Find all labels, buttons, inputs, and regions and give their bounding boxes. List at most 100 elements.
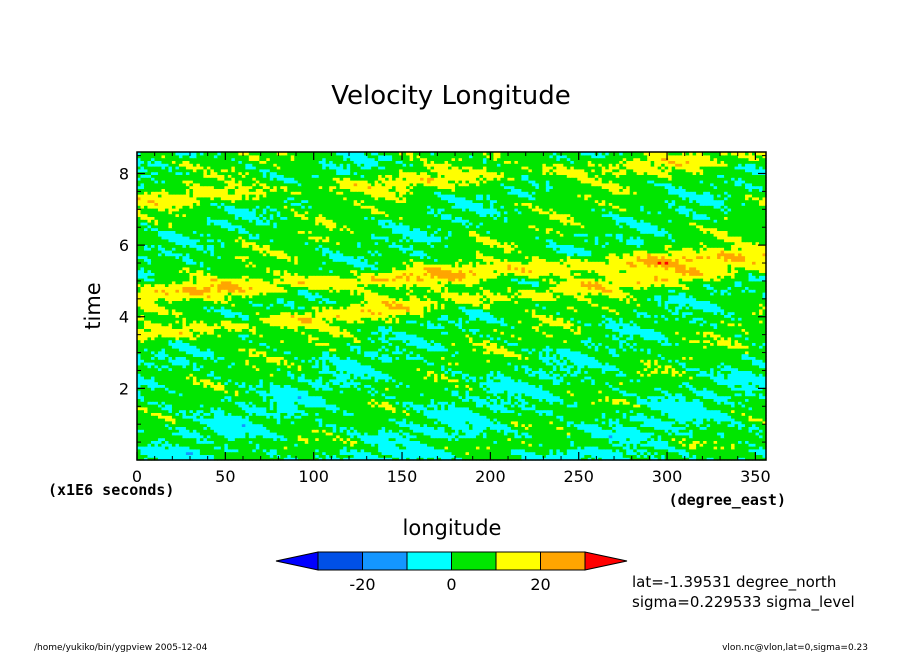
heatmap-cell <box>259 443 264 447</box>
heatmap-cell <box>164 443 170 447</box>
heatmap-cell <box>437 432 442 436</box>
heatmap-cell <box>444 446 449 450</box>
heatmap-cell <box>493 443 498 447</box>
heatmap-cell <box>182 398 187 402</box>
heatmap-cell <box>528 398 533 402</box>
heatmap-cell <box>685 390 690 394</box>
heatmap-cell <box>175 423 180 427</box>
heatmap-cell <box>137 412 142 416</box>
heatmap-cell <box>248 415 253 419</box>
heatmap-cell <box>493 401 498 405</box>
heatmap-cell <box>273 446 278 450</box>
heatmap-cell <box>227 404 232 408</box>
heatmap-cell <box>241 384 246 388</box>
heatmap-cell <box>297 443 302 447</box>
heatmap-cell <box>287 395 292 399</box>
heatmap-cell <box>140 415 145 419</box>
heatmap-cell <box>350 434 355 439</box>
heatmap-cell <box>633 395 638 399</box>
heatmap-cell <box>720 406 725 411</box>
heatmap-cell <box>619 457 624 461</box>
heatmap-cell <box>608 429 613 433</box>
heatmap-cell <box>434 404 439 408</box>
heatmap-cell <box>461 451 467 455</box>
heatmap-cell <box>245 395 250 399</box>
heatmap-cell <box>643 395 648 399</box>
heatmap-cell <box>643 387 648 391</box>
heatmap-cell <box>434 457 439 461</box>
heatmap-cell <box>507 395 512 399</box>
heatmap-cell <box>395 412 400 416</box>
heatmap-cell <box>542 432 547 436</box>
heatmap-cell <box>294 446 299 450</box>
heatmap-cell <box>493 434 498 439</box>
heatmap-cell <box>434 434 439 439</box>
heatmap-cell <box>143 409 149 413</box>
heatmap-cell <box>514 423 519 427</box>
heatmap-cell <box>598 412 603 416</box>
heatmap-cell <box>745 448 750 453</box>
heatmap-cell <box>482 423 488 427</box>
heatmap-cell <box>427 423 432 427</box>
heatmap-cell <box>755 384 760 388</box>
heatmap-cell <box>252 390 257 394</box>
heatmap-cell <box>430 384 435 388</box>
heatmap-cell <box>224 418 229 422</box>
heatmap-cell <box>724 398 729 402</box>
heatmap-cell <box>566 454 571 458</box>
heatmap-cell <box>329 406 334 411</box>
heatmap-cell <box>164 412 170 416</box>
heatmap-cell <box>762 409 767 413</box>
heatmap-cell <box>587 406 592 411</box>
heatmap-cell <box>308 457 313 461</box>
heatmap-cell <box>441 432 446 436</box>
heatmap-cell <box>717 392 722 397</box>
heatmap-cell <box>689 415 694 419</box>
heatmap-cell <box>717 437 722 441</box>
heatmap-cell <box>640 401 645 405</box>
heatmap-cell <box>406 412 411 416</box>
heatmap-cell <box>280 432 285 436</box>
heatmap-cell <box>227 434 232 439</box>
heatmap-cell <box>731 387 736 391</box>
heatmap-cell <box>178 440 184 444</box>
heatmap-cell <box>675 426 680 430</box>
heatmap-cell <box>248 440 253 444</box>
heatmap-cell <box>521 384 526 388</box>
heatmap-cell <box>336 381 341 385</box>
heatmap-cell <box>496 443 502 447</box>
heatmap-cell <box>633 392 638 397</box>
heatmap-cell <box>154 398 159 402</box>
heatmap-cell <box>364 448 369 453</box>
heatmap-cell <box>465 446 470 450</box>
heatmap-cell <box>720 426 725 430</box>
heatmap-cell <box>762 454 767 458</box>
heatmap-cell <box>297 426 302 430</box>
heatmap-cell <box>294 415 299 419</box>
heatmap-cell <box>318 448 323 453</box>
heatmap-cell <box>559 426 564 430</box>
heatmap-cell <box>517 395 522 399</box>
heatmap-cell <box>441 412 446 416</box>
heatmap-cell <box>147 429 152 433</box>
heatmap-cell <box>538 426 543 430</box>
heatmap-cell <box>664 443 669 447</box>
heatmap-cell <box>189 432 194 436</box>
heatmap-cell <box>231 406 236 411</box>
heatmap-cell <box>294 440 299 444</box>
heatmap-cell <box>248 429 253 433</box>
heatmap-cell <box>510 437 515 441</box>
heatmap-cell <box>594 451 599 455</box>
heatmap-cell <box>227 423 232 427</box>
heatmap-cell <box>357 443 362 447</box>
heatmap-cell <box>692 404 697 408</box>
heatmap-cell <box>154 440 159 444</box>
heatmap-cell <box>350 395 355 399</box>
heatmap-cell <box>713 415 718 419</box>
heatmap-cell <box>626 432 631 436</box>
heatmap-cell <box>465 412 470 416</box>
heatmap-cell <box>615 440 620 444</box>
heatmap-cell <box>524 381 529 385</box>
heatmap-cell <box>262 423 267 427</box>
heatmap-cell <box>185 398 191 402</box>
